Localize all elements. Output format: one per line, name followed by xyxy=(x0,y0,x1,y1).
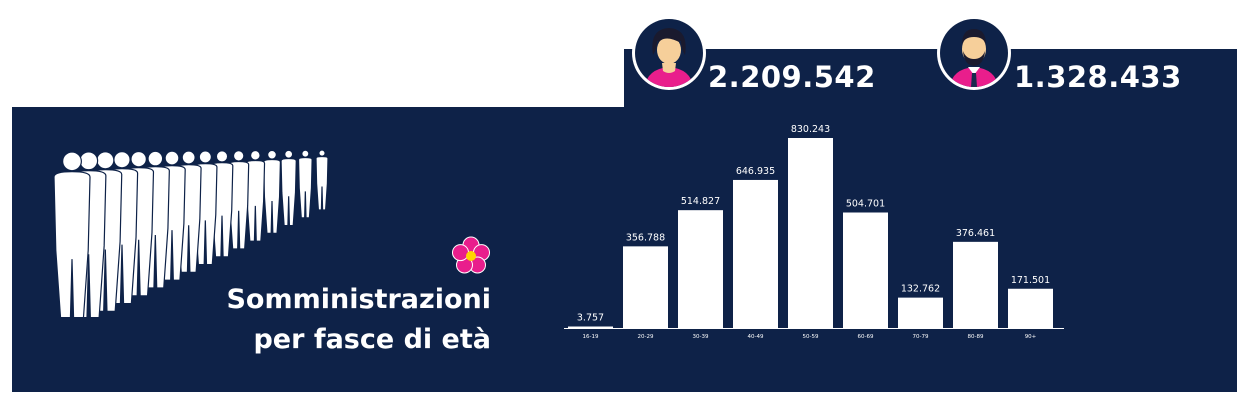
data-label-80-89: 376.461 xyxy=(956,228,995,239)
person-head xyxy=(96,151,115,170)
tick-label-80-89: 80-89 xyxy=(968,334,984,340)
person-head xyxy=(215,150,229,163)
bar-20-29 xyxy=(623,246,668,328)
male-count: 1.328.433 xyxy=(1014,60,1182,94)
data-label-20-29: 356.788 xyxy=(626,232,665,243)
tick-label-16-19: 16-19 xyxy=(583,334,599,340)
bar-60-69 xyxy=(843,212,888,328)
person-head xyxy=(164,150,180,166)
person-silhouette xyxy=(228,160,250,250)
person-silhouette xyxy=(262,158,282,234)
person-silhouette xyxy=(297,156,313,219)
bar-50-59 xyxy=(788,138,833,328)
person-head xyxy=(232,150,245,162)
chart-title: Somministrazioni per fasce di età xyxy=(226,280,491,360)
person-head xyxy=(301,149,310,158)
white-corner xyxy=(0,0,624,107)
tick-label-20-29: 20-29 xyxy=(638,334,654,340)
data-label-30-39: 514.827 xyxy=(681,196,720,207)
tick-label-70-79: 70-79 xyxy=(913,334,929,340)
person-head xyxy=(147,150,164,167)
bar-70-79 xyxy=(898,297,943,328)
bar-16-19 xyxy=(568,326,613,328)
data-label-16-19: 3.757 xyxy=(577,313,604,324)
age-group-bar-chart: 3.757 16-19 356.788 20-29 514.827 30-39 646.93… xyxy=(564,124,1064,340)
person-silhouette xyxy=(53,171,91,317)
person-head xyxy=(130,150,147,168)
data-label-70-79: 132.762 xyxy=(901,284,940,295)
man-avatar-icon xyxy=(937,16,1011,90)
primrose-flower-icon xyxy=(452,236,490,274)
chart-title-line1: Somministrazioni xyxy=(226,284,491,315)
person-head xyxy=(284,149,294,159)
tick-label-30-39: 30-39 xyxy=(693,334,709,340)
person-head xyxy=(267,149,277,160)
person-silhouette xyxy=(315,155,329,211)
person-head xyxy=(79,151,99,171)
tick-label-40-49: 40-49 xyxy=(748,334,764,340)
person-silhouette xyxy=(280,157,297,227)
chart-title-line2: per fasce di età xyxy=(253,324,491,355)
bar-40-49 xyxy=(733,179,778,328)
data-label-60-69: 504.701 xyxy=(846,198,885,209)
bar-30-39 xyxy=(678,210,723,328)
person-head xyxy=(62,151,82,172)
person-head xyxy=(198,150,212,164)
tick-label-60-69: 60-69 xyxy=(858,334,874,340)
person-head xyxy=(249,149,261,161)
female-count: 2.209.542 xyxy=(708,60,876,94)
person-head xyxy=(181,150,196,165)
data-label-90+: 171.501 xyxy=(1011,275,1050,286)
data-label-50-59: 830.243 xyxy=(791,124,830,135)
woman-avatar-icon xyxy=(632,16,706,90)
bar-90+ xyxy=(1008,288,1053,328)
bar-80-89 xyxy=(953,241,998,328)
data-label-40-49: 646.935 xyxy=(736,166,775,177)
person-silhouette xyxy=(245,159,266,242)
person-head xyxy=(113,150,131,169)
person-head xyxy=(318,149,326,157)
tick-label-90+: 90+ xyxy=(1025,334,1037,340)
crowd-silhouette-icon xyxy=(53,149,329,317)
tick-label-50-59: 50-59 xyxy=(803,334,819,340)
